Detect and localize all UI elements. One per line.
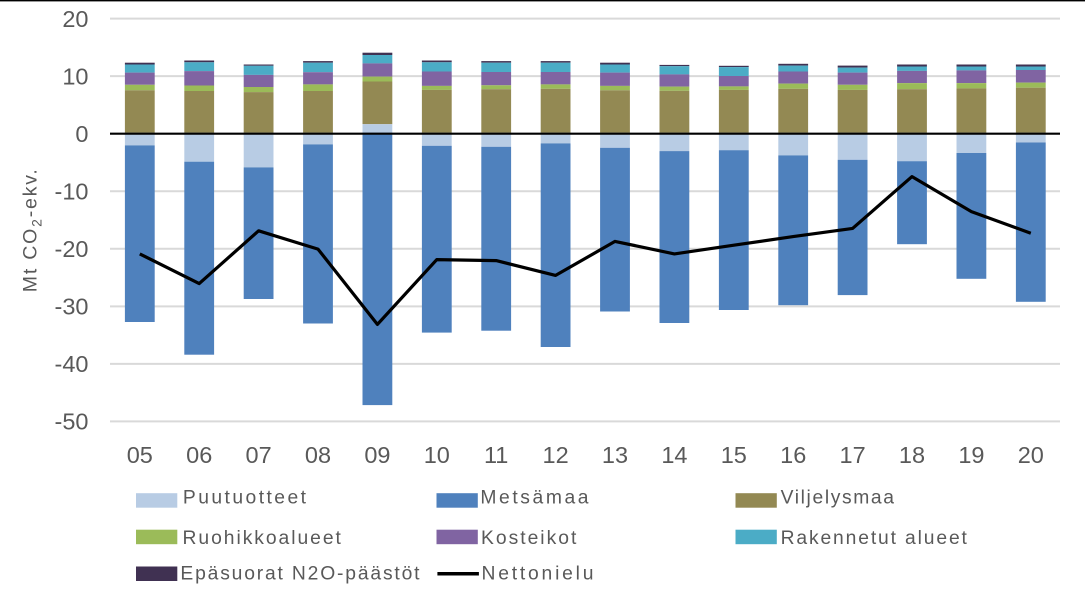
svg-text:13: 13 [602, 442, 628, 468]
svg-text:07: 07 [246, 442, 272, 468]
svg-text:10: 10 [424, 442, 450, 468]
svg-text:05: 05 [127, 442, 153, 468]
svg-text:Ruohikkoalueet: Ruohikkoalueet [183, 528, 342, 549]
svg-text:06: 06 [186, 442, 212, 468]
svg-text:20: 20 [62, 6, 88, 32]
svg-text:Metsämaa: Metsämaa [480, 488, 588, 509]
svg-text:Kosteikot: Kosteikot [481, 528, 577, 549]
svg-text:Nettonielu: Nettonielu [482, 563, 594, 584]
svg-text:-10: -10 [55, 178, 89, 204]
svg-text:-50: -50 [55, 409, 89, 435]
svg-text:20: 20 [1018, 442, 1044, 468]
svg-text:17: 17 [840, 442, 866, 468]
svg-text:Viljelysmaa: Viljelysmaa [781, 488, 895, 509]
svg-text:11: 11 [484, 442, 508, 468]
svg-text:08: 08 [305, 442, 331, 468]
svg-text:18: 18 [899, 442, 925, 468]
svg-text:12: 12 [543, 442, 569, 468]
svg-text:Puutuotteet: Puutuotteet [183, 488, 307, 509]
svg-text:-40: -40 [55, 351, 89, 377]
svg-text:0: 0 [75, 121, 88, 147]
svg-text:16: 16 [780, 442, 806, 468]
svg-text:-20: -20 [55, 236, 89, 262]
svg-text:19: 19 [958, 442, 984, 468]
svg-text:14: 14 [661, 442, 687, 468]
svg-text:09: 09 [364, 442, 390, 468]
svg-text:Rakennetut alueet: Rakennetut alueet [781, 528, 968, 549]
svg-text:10: 10 [62, 63, 88, 89]
svg-text:15: 15 [721, 442, 747, 468]
svg-text:Epäsuorat N2O-päästöt: Epäsuorat N2O-päästöt [180, 563, 420, 584]
svg-text:-30: -30 [55, 294, 89, 320]
svg-text:Mt CO2-ekv.: Mt CO2-ekv. [20, 169, 45, 292]
